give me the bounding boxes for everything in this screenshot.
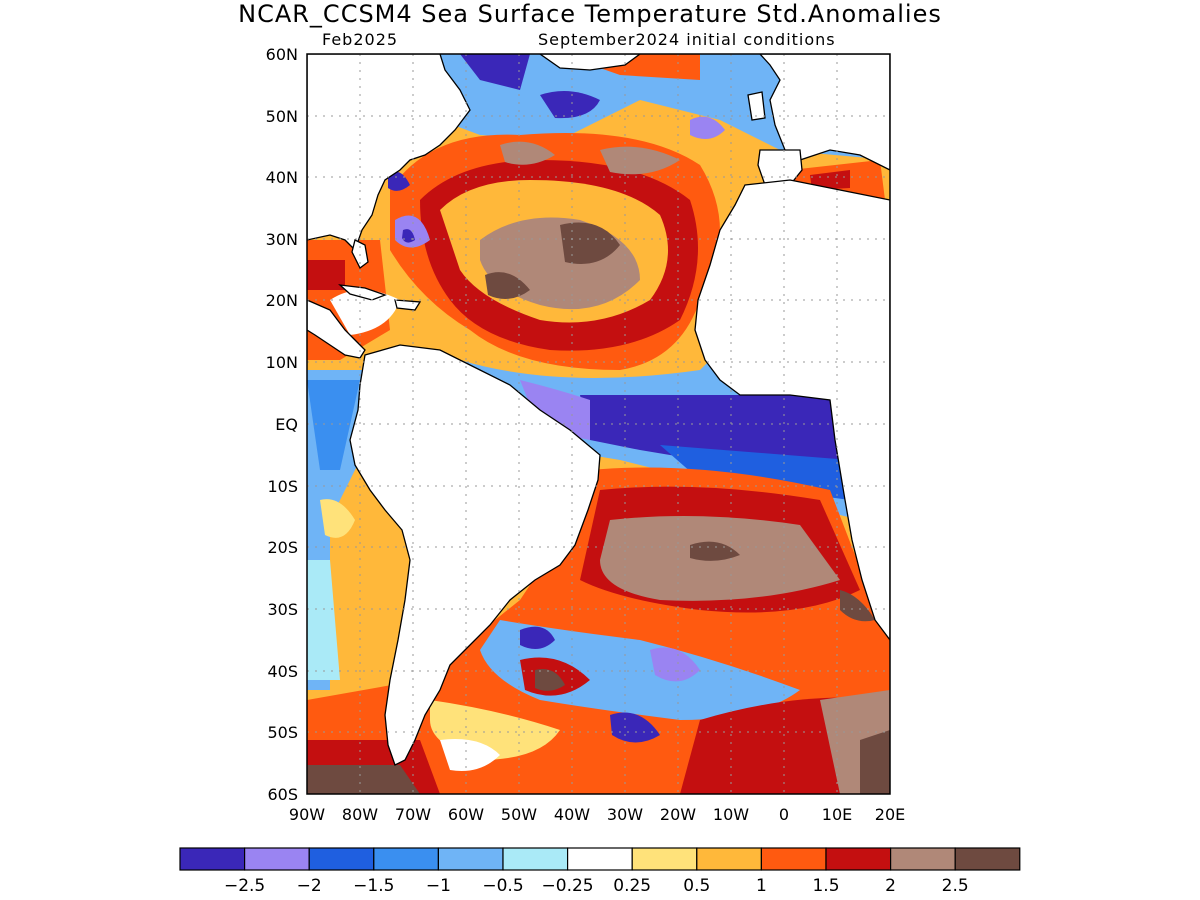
lon-tick-label: 30W [607, 805, 643, 824]
initial-conditions-label: September2024 initial conditions [538, 30, 836, 49]
lon-tick-label: 10W [713, 805, 749, 824]
south-america [349, 344, 601, 766]
colorbar-swatch [502, 847, 569, 871]
colorbar-label: 2 [885, 876, 896, 896]
colorbar-label: −2.5 [224, 876, 265, 896]
lat-tick-label: 60N [266, 45, 298, 64]
greenland [538, 54, 642, 71]
north-america [307, 54, 471, 252]
longitude-axis: 90W 80W 70W 60W 50W 40W 30W 20W 10W 0 10… [289, 805, 905, 824]
colorbar-label: −2 [297, 876, 322, 896]
colorbar-swatch [954, 847, 1021, 871]
lat-tick-label: 40S [267, 662, 298, 681]
colorbar-swatch [373, 847, 439, 871]
colorbar-swatch [437, 847, 504, 871]
land-masses [307, 54, 890, 766]
colorbar-label: 0.5 [683, 876, 710, 896]
lon-tick-label: 40W [554, 805, 590, 824]
colorbar-label: 0.25 [613, 876, 651, 896]
colorbar-label: −0.5 [482, 876, 523, 896]
lon-tick-label: 70W [395, 805, 431, 824]
colorbar-swatch [244, 847, 310, 871]
cuba [338, 284, 387, 301]
lat-tick-label: 30S [267, 600, 298, 619]
lon-tick-label: 80W [342, 805, 378, 824]
colorbar-label: −1.5 [353, 876, 394, 896]
lat-tick-label: EQ [275, 415, 298, 434]
colorbar-swatches [179, 847, 1021, 871]
lat-tick-label: 10S [267, 477, 298, 496]
colorbar-swatch [696, 847, 762, 871]
lon-tick-label: 10E [822, 805, 852, 824]
colorbar-swatch [631, 847, 698, 871]
colorbar-swatch [889, 847, 956, 871]
colorbar-labels: −2.5 −2 −1.5 −1 −0.5 −0.25 0.25 0.5 1 1.5 2 2.5 [224, 876, 969, 896]
colorbar-swatch [179, 847, 246, 871]
lat-tick-label: 10N [266, 353, 298, 372]
colorbar: −2.5 −2 −1.5 −1 −0.5 −0.25 0.25 0.5 1 1.5 2 2.5 [179, 847, 1021, 896]
lon-tick-label: 20E [875, 805, 905, 824]
graticule [307, 54, 890, 794]
lat-tick-label: 50S [267, 723, 298, 742]
colorbar-label: 1.5 [812, 876, 839, 896]
lat-tick-label: 40N [266, 168, 298, 187]
lon-tick-label: 90W [289, 805, 325, 824]
forecast-month-label: Feb2025 [322, 30, 399, 49]
colorbar-swatch [308, 847, 375, 871]
lat-tick-label: 50N [266, 107, 298, 126]
lat-tick-label: 20N [266, 291, 298, 310]
colorbar-label: 1 [756, 876, 767, 896]
latitude-axis: 60N 50N 40N 30N 20N 10N EQ 10S 20S 30S 4… [266, 45, 298, 804]
british-isles [747, 91, 766, 121]
map-frame [306, 53, 891, 795]
africa [694, 179, 890, 642]
colorbar-swatch [566, 847, 633, 871]
lon-tick-label: 50W [501, 805, 537, 824]
colorbar-label: 2.5 [942, 876, 969, 896]
map-title: NCAR_CCSM4 Sea Surface Temperature Std.A… [238, 0, 942, 28]
colorbar-swatch [825, 847, 892, 871]
hispaniola [394, 299, 422, 311]
lat-tick-label: 60S [267, 785, 298, 804]
colorbar-label: −0.25 [542, 876, 594, 896]
lat-tick-label: 20S [267, 538, 298, 557]
lat-tick-label: 30N [266, 230, 298, 249]
colorbar-label: −1 [426, 876, 451, 896]
lon-tick-label: 60W [448, 805, 484, 824]
colorbar-swatch [760, 847, 827, 871]
lon-tick-label: 20W [660, 805, 696, 824]
lon-tick-label: 0 [779, 805, 789, 824]
